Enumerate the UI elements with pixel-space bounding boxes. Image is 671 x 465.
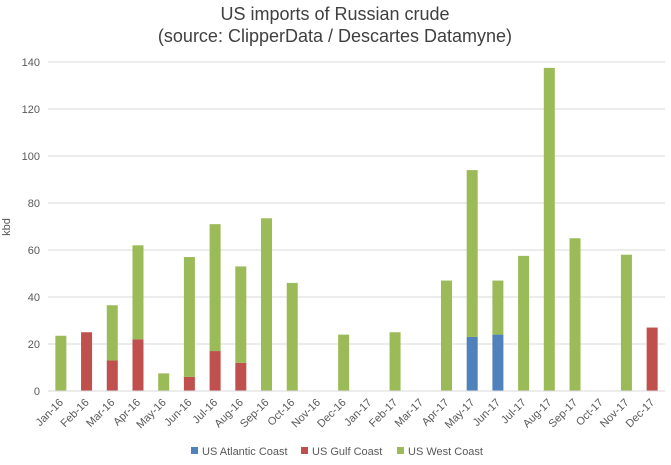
x-tick-label: Jun-16 — [162, 397, 194, 429]
bar-us-west-coast-nov-17 — [620, 254, 632, 391]
bar-us-west-coast-dec-16 — [338, 334, 350, 391]
bar-us-gulf-coast-mar-16 — [106, 360, 118, 391]
bar-us-west-coast-may-17 — [466, 170, 478, 337]
legend-swatch — [301, 447, 308, 454]
y-tick-label: 100 — [22, 151, 40, 163]
chart-title: US imports of Russian crude — [220, 4, 449, 24]
legend-swatch — [191, 447, 198, 454]
bar-us-west-coast-apr-16 — [132, 245, 144, 340]
bar-us-gulf-coast-jul-16 — [209, 351, 221, 391]
bar-us-west-coast-jun-17 — [492, 280, 504, 335]
x-tick-label: Dec-16 — [315, 397, 349, 431]
x-tick-label: Jun-17 — [471, 397, 503, 429]
y-tick-label: 0 — [34, 386, 40, 398]
bar-us-west-coast-jul-17 — [518, 255, 530, 391]
bar-us-west-coast-apr-17 — [440, 280, 452, 391]
bar-us-west-coast-jul-16 — [209, 224, 221, 352]
legend-label: US Atlantic Coast — [202, 446, 288, 458]
y-tick-label: 20 — [28, 339, 40, 351]
x-tick-label: Mar-16 — [84, 397, 117, 430]
x-axis-ticks: Jan-16Feb-16Mar-16Apr-16May-16Jun-16Jul-… — [34, 397, 658, 431]
y-axis-ticks: 0 20 40 60 80 100 120 140 — [22, 57, 40, 398]
bar-us-west-coast-feb-17 — [389, 332, 401, 391]
legend-label: US Gulf Coast — [312, 446, 382, 458]
y-tick-label: 60 — [28, 245, 40, 257]
bar-us-gulf-coast-apr-16 — [132, 339, 144, 391]
bar-us-west-coast-oct-16 — [286, 282, 298, 391]
x-tick-label: Dec-17 — [624, 397, 658, 431]
bar-us-west-coast-may-16 — [158, 373, 170, 391]
x-tick-label: Sep-16 — [238, 397, 272, 431]
bar-us-west-coast-aug-16 — [235, 266, 247, 363]
y-tick-label: 120 — [22, 104, 40, 116]
bar-us-atlantic-coast-may-17 — [466, 336, 478, 391]
bar-us-gulf-coast-jun-16 — [183, 376, 195, 391]
y-tick-label: 80 — [28, 198, 40, 210]
bar-us-west-coast-sep-17 — [569, 238, 581, 391]
bar-us-west-coast-aug-17 — [543, 67, 555, 391]
chart-subtitle: (source: ClipperData / Descartes Datamyn… — [158, 26, 512, 46]
bar-us-west-coast-sep-16 — [261, 218, 273, 391]
bar-us-gulf-coast-feb-16 — [81, 332, 93, 391]
legend-label: US West Coast — [408, 446, 483, 458]
bars — [55, 67, 658, 391]
gridlines — [48, 61, 665, 345]
y-axis-label: kbd — [1, 218, 13, 236]
bar-us-gulf-coast-dec-17 — [646, 327, 658, 391]
x-tick-label: Sep-17 — [547, 397, 581, 431]
bar-us-west-coast-mar-16 — [106, 305, 118, 361]
bar-us-west-coast-jun-16 — [183, 257, 195, 377]
y-tick-label: 140 — [22, 57, 40, 69]
legend-swatch — [397, 447, 404, 454]
y-tick-label: 40 — [28, 292, 40, 304]
bar-us-atlantic-coast-jun-17 — [492, 334, 504, 391]
legend: US Atlantic Coast US Gulf Coast US West Co… — [191, 446, 483, 458]
x-tick-label: Mar-17 — [393, 397, 426, 430]
bar-us-west-coast-jan-16 — [55, 335, 67, 391]
bar-us-gulf-coast-aug-16 — [235, 362, 247, 391]
